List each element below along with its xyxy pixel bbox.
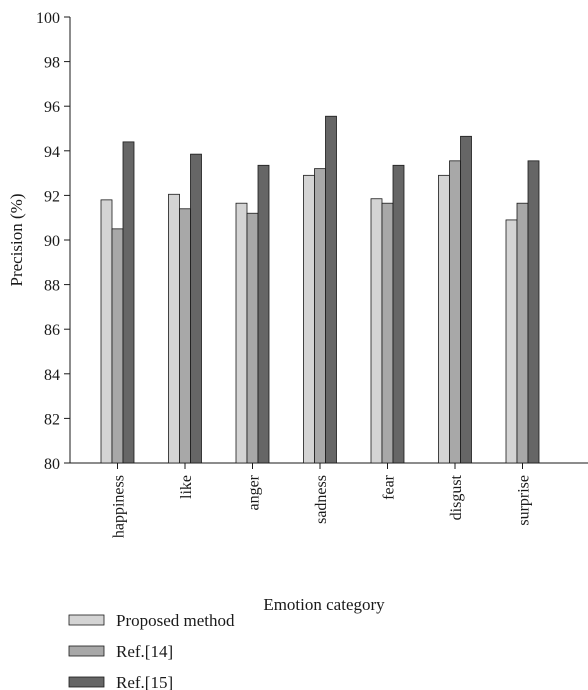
bar-anger-series-1	[235, 202, 248, 464]
x-axis-label: Emotion category	[263, 595, 385, 614]
bar-happiness-series-3	[122, 141, 135, 464]
y-tick-label: 100	[36, 10, 60, 27]
bar-like-series-2	[179, 208, 191, 464]
y-tick-label: 92	[44, 188, 60, 205]
x-tick-label: surprise	[516, 475, 533, 526]
x-tick-label: like	[178, 475, 195, 499]
y-tick-label: 90	[44, 233, 60, 250]
x-ticks: happiness like anger sadness fear disgust surp…	[111, 463, 533, 538]
bar-happiness-series-1	[100, 199, 113, 464]
bar-anger-series-3	[257, 164, 270, 464]
y-ticks: 80 82 84 86 88 90 92 94 96 98 100	[36, 10, 70, 473]
bars	[100, 115, 540, 464]
legend-swatch	[68, 645, 105, 657]
y-tick-label: 96	[44, 99, 60, 116]
bar-sadness-series-1	[303, 174, 315, 464]
x-tick-label: happiness	[111, 475, 128, 538]
legend-label: Ref.[15]	[116, 673, 173, 690]
x-tick-label: anger	[246, 474, 263, 510]
bar-sadness-series-2	[314, 168, 326, 464]
y-tick-label: 82	[44, 411, 60, 428]
y-tick-label: 88	[44, 278, 60, 295]
x-tick-label: fear	[381, 474, 398, 500]
bar-like-series-1	[168, 193, 180, 464]
y-tick-label: 86	[44, 322, 60, 339]
y-tick-label: 80	[44, 456, 60, 473]
bar-surprise-series-2	[516, 202, 529, 464]
bar-like-series-3	[190, 153, 202, 464]
legend-swatch	[68, 676, 105, 688]
bar-disgust-series-1	[438, 174, 450, 464]
bar-fear-series-2	[381, 202, 394, 464]
bar-surprise-series-3	[527, 160, 540, 464]
y-tick-label: 94	[44, 144, 60, 161]
bar-happiness-series-2	[111, 228, 124, 464]
bar-disgust-series-2	[449, 160, 461, 464]
x-tick-label: disgust	[448, 474, 465, 520]
bar-surprise-series-1	[505, 219, 518, 464]
x-tick-label: sadness	[313, 475, 330, 524]
bar-anger-series-2	[246, 212, 259, 464]
bar-disgust-series-3	[460, 135, 472, 464]
legend-swatch	[68, 614, 105, 626]
y-axis-label: Precision (%)	[7, 193, 26, 286]
bar-fear-series-1	[370, 198, 383, 464]
bar-sadness-series-3	[325, 115, 337, 464]
y-tick-label: 84	[44, 367, 60, 384]
legend: Proposed method Ref.[14] Ref.[15]	[68, 611, 235, 690]
legend-label: Ref.[14]	[116, 642, 173, 661]
legend-label: Proposed method	[116, 611, 235, 630]
bar-fear-series-3	[392, 164, 405, 464]
y-tick-label: 98	[44, 55, 60, 72]
